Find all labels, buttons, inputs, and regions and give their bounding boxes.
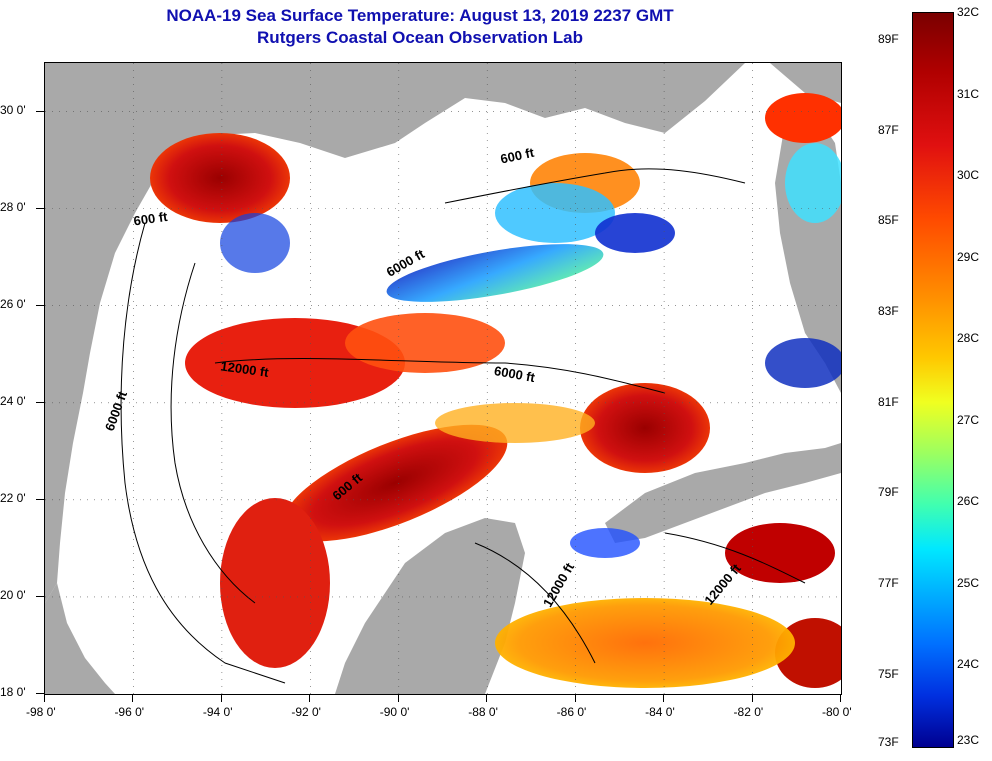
lon-tick [751,694,753,702]
temperature-colorbar [912,12,954,748]
colorbar-celsius-label: 28C [957,331,980,346]
land-yucatan [335,518,525,694]
colorbar-celsius-label: 26C [957,494,980,509]
colorbar-fahrenheit-label: 81F [878,394,899,409]
lon-tick [132,694,134,702]
lat-tick [36,498,44,500]
lon-tick [397,694,399,702]
graticule [45,63,841,694]
bathymetry-contours [120,168,806,684]
colorbar-celsius-label: 25C [957,575,980,590]
contour-label: 6000 ft [493,363,537,385]
contour-label: 12000 ft [540,560,578,610]
colorbar-celsius-label: 27C [957,412,980,427]
contour-label: 600 ft [499,145,536,167]
colorbar-fahrenheit-label: 79F [878,485,899,500]
lon-label: -80 0' [822,705,852,719]
contour-label: 6000 ft [102,388,130,432]
lon-label: -88 0' [468,705,498,719]
lon-tick [574,694,576,702]
land-north [45,63,841,603]
lon-label: -96 0' [114,705,145,719]
map-subtitle: Rutgers Coastal Ocean Observation Lab [257,28,583,47]
lat-tick [36,207,44,209]
colorbar-fahrenheit-label: 87F [878,122,899,137]
colorbar-fahrenheit-label: 75F [878,666,899,681]
lat-label: 28 0' [0,199,26,214]
colorbar-celsius-label: 24C [957,657,980,672]
colorbar-fahrenheit-label: 89F [878,32,899,47]
lat-tick [36,595,44,597]
lat-label: 26 0' [0,296,26,311]
lon-label: -94 0' [202,705,233,719]
lon-tick [840,694,841,702]
land-west-coast [45,583,115,694]
contour-label: 12000 ft [220,358,271,380]
lat-label: 20 0' [0,587,26,602]
lat-tick [36,693,44,694]
lat-label: 30 0' [0,102,26,117]
colorbar-fahrenheit-label: 77F [878,575,899,590]
lat-label: 24 0' [0,393,26,408]
colorbar-fahrenheit-label: 73F [878,735,899,749]
lon-label: -98 0' [26,705,56,719]
map-title: NOAA-19 Sea Surface Temperature: August … [166,6,674,25]
colorbar-celsius-label: 29C [957,249,980,264]
colorbar-fahrenheit-label: 85F [878,213,899,228]
lat-tick [36,401,44,403]
lat-label: 18 0' [0,685,26,699]
colorbar-celsius-label: 31C [957,86,980,101]
lon-label: -86 0' [556,705,587,719]
colorbar-celsius-label: 32C [957,5,980,19]
lat-tick [36,304,44,306]
lon-tick [486,694,488,702]
lon-tick [309,694,311,702]
lat-label: 22 0' [0,490,26,505]
colorbar-celsius-label: 23C [957,733,980,747]
lon-label: -82 0' [733,705,764,719]
sst-map: 600 ft 600 ft 6000 ft 12000 ft 6000 ft 6000 f… [44,62,842,695]
sst-cool-regions [220,143,841,558]
contour-label: 12000 ft [701,560,744,607]
lat-tick [36,110,44,112]
colorbar-celsius-label: 30C [957,168,980,183]
contour-label: 600 ft [133,209,169,229]
lon-tick [663,694,665,702]
lon-label: -84 0' [645,705,675,719]
lon-label: -90 0' [379,705,410,719]
lon-label: -92 0' [291,705,321,719]
lon-tick [44,694,45,702]
colorbar-fahrenheit-label: 83F [878,304,899,319]
lon-tick [220,694,222,702]
